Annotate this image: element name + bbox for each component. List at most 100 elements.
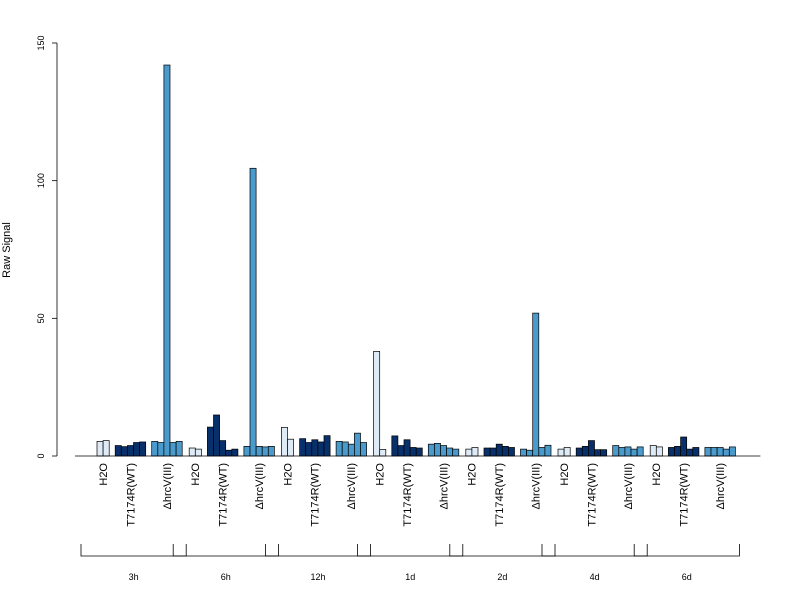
timepoint-label: 1d (405, 572, 415, 582)
category-tick-label: ΔhrcV(III) (254, 463, 266, 509)
bar (716, 447, 724, 457)
bar (194, 448, 202, 457)
bar (169, 442, 177, 457)
bar (175, 441, 183, 457)
bar (403, 439, 411, 457)
bar (440, 445, 447, 457)
bar (618, 447, 626, 457)
timepoint-label: 3h (129, 572, 139, 582)
bar (612, 445, 620, 457)
bar (520, 448, 527, 457)
bar (249, 167, 257, 457)
bar (680, 436, 688, 457)
timepoint-label: 2d (497, 572, 507, 582)
bar (231, 448, 239, 457)
timepoint-bracket (265, 544, 371, 557)
bar (311, 439, 319, 457)
bar (347, 443, 355, 457)
bar (379, 449, 387, 457)
timepoint-brackets: 3h 6h 12h 1d 2d 4d 6d (80, 544, 740, 582)
bar (581, 446, 589, 457)
bar (114, 445, 122, 457)
bar (532, 312, 540, 457)
timepoint-bracket (357, 544, 464, 557)
bar (483, 447, 491, 457)
bar (624, 446, 632, 457)
bar (391, 435, 399, 457)
bar (465, 448, 473, 457)
category-tick-label: ΔhrcV(III) (438, 463, 450, 509)
y-tick-label: 0 (36, 453, 46, 458)
bar (427, 443, 435, 457)
bar (317, 441, 325, 457)
bar (120, 446, 128, 457)
bar (557, 448, 565, 457)
category-tick-label: T7174R(WT) (494, 463, 506, 527)
bar (710, 447, 718, 457)
bar (630, 448, 638, 457)
category-tick-label: ΔhrcV(III) (531, 463, 543, 509)
bar (157, 442, 165, 457)
bar (267, 446, 275, 457)
bar (287, 438, 294, 457)
bar (594, 449, 601, 457)
bar (686, 448, 694, 457)
bar (649, 445, 657, 457)
category-tick-label: T7174R(WT) (310, 463, 322, 527)
bar (255, 446, 263, 457)
timepoint-label: 6h (221, 572, 231, 582)
bar (341, 441, 349, 457)
bar (225, 449, 233, 457)
category-tick-label: T7174R(WT) (679, 463, 691, 527)
timepoint-bracket (80, 544, 187, 557)
bar (495, 443, 503, 457)
category-tick-label: H2O (375, 463, 387, 486)
bar (692, 447, 700, 457)
bar (323, 435, 331, 457)
category-tick-label: H2O (467, 463, 479, 486)
y-axis-label: Raw Signal (1, 222, 13, 278)
bar (305, 442, 313, 457)
bar (655, 446, 663, 457)
bar (434, 442, 441, 457)
bars (96, 64, 736, 457)
bar (409, 447, 417, 457)
timepoint-bracket (449, 544, 556, 557)
bar (600, 449, 608, 457)
bar (299, 438, 307, 457)
bar (373, 351, 381, 457)
category-tick-label: H2O (559, 463, 571, 486)
bar (415, 447, 423, 457)
category-labels: H2O T7174R(WT) ΔhrcV(III) H2O T7174R(WT) Δhrc… (98, 463, 727, 527)
bar (219, 440, 227, 457)
bar (588, 440, 595, 457)
category-tick-label: ΔhrcV(III) (623, 463, 635, 509)
bar (668, 447, 675, 457)
timepoint-label: 12h (310, 572, 325, 582)
bar (544, 444, 552, 457)
bar (96, 441, 104, 457)
category-tick-label: T7174R(WT) (402, 463, 414, 527)
bar (243, 446, 251, 457)
bar (452, 448, 460, 457)
bar (102, 440, 110, 457)
bar (446, 447, 454, 457)
category-tick-label: ΔhrcV(III) (162, 463, 174, 509)
category-tick-label: T7174R(WT) (218, 463, 230, 527)
category-tick-label: H2O (190, 463, 202, 486)
bar (261, 446, 269, 457)
bar (188, 447, 196, 457)
bar (397, 445, 405, 457)
bar (722, 448, 730, 457)
category-tick-label: T7174R(WT) (586, 463, 598, 527)
bar (163, 64, 171, 457)
bar (508, 447, 515, 457)
bar (151, 441, 159, 457)
bar (489, 447, 497, 457)
bar (213, 414, 220, 457)
bar (538, 447, 546, 457)
category-tick-label: H2O (651, 463, 663, 486)
y-tick-label: 100 (36, 173, 46, 188)
bar (360, 442, 367, 457)
